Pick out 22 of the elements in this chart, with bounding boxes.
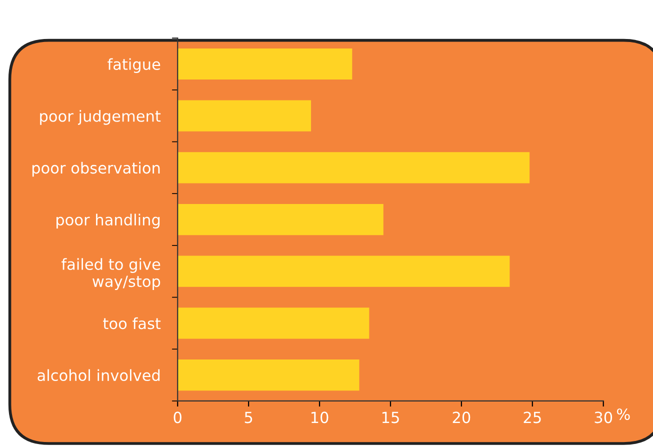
y-tick-label: too fast [103, 317, 161, 330]
y-tick-label: poor judgement [40, 110, 161, 125]
bar [178, 204, 384, 236]
y-tick-label: poor handling [56, 214, 160, 228]
x-axis-title: % [616, 408, 630, 420]
x-tick-label: 5 [244, 412, 252, 424]
x-tick-label: 10 [311, 412, 328, 424]
x-tick-label: 0 [174, 412, 182, 424]
y-tick-label: alcohol involved [38, 369, 160, 382]
x-tick-label: 25 [524, 412, 541, 424]
y-tick-label: fatigue [108, 58, 160, 73]
x-tick-label: 30 [594, 412, 612, 424]
x-tick-label: 15 [382, 412, 399, 424]
bar [178, 256, 510, 287]
x-tick-label: 20 [452, 412, 470, 424]
bar [178, 308, 370, 339]
bar [178, 48, 352, 80]
bar [178, 100, 312, 132]
y-tick-label: failed to give way/stop [62, 258, 160, 290]
bar [178, 152, 530, 184]
y-tick-label: poor observation [32, 162, 160, 177]
bar [178, 359, 360, 391]
